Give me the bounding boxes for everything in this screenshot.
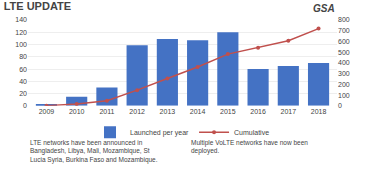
svg-text:0: 0 [23,102,27,109]
svg-text:140: 140 [15,16,27,23]
svg-text:800: 800 [338,16,350,23]
svg-text:2015: 2015 [220,108,236,115]
svg-text:120: 120 [15,29,27,36]
svg-text:80: 80 [19,53,27,60]
svg-text:300: 300 [338,70,350,77]
svg-text:2013: 2013 [160,108,176,115]
svg-text:400: 400 [338,59,350,66]
svg-text:2009: 2009 [39,108,55,115]
svg-text:Multiple VoLTE networks have n: Multiple VoLTE networks have now beendep… [191,139,308,155]
svg-text:700: 700 [338,27,350,34]
svg-text:2017: 2017 [281,108,297,115]
svg-text:2016: 2016 [250,108,266,115]
svg-text:GSA: GSA [313,3,335,14]
svg-text:2011: 2011 [99,108,114,115]
svg-text:Cumulative: Cumulative [234,129,269,136]
svg-text:600: 600 [338,38,350,45]
svg-text:Launched per year: Launched per year [130,129,189,137]
svg-text:100: 100 [338,92,350,99]
svg-text:200: 200 [338,81,350,88]
svg-text:LTE UPDATE: LTE UPDATE [4,0,71,12]
svg-text:2018: 2018 [311,108,327,115]
svg-text:60: 60 [19,66,27,73]
svg-text:100: 100 [15,41,27,48]
svg-text:LTE networks have been announc: LTE networks have been announced inBangl… [30,139,158,164]
svg-text:2012: 2012 [129,108,145,115]
svg-text:20: 20 [19,90,27,97]
svg-text:0: 0 [338,102,342,109]
svg-text:2010: 2010 [69,108,85,115]
svg-text:40: 40 [19,78,27,85]
svg-text:500: 500 [338,49,350,56]
svg-text:2014: 2014 [190,108,206,115]
